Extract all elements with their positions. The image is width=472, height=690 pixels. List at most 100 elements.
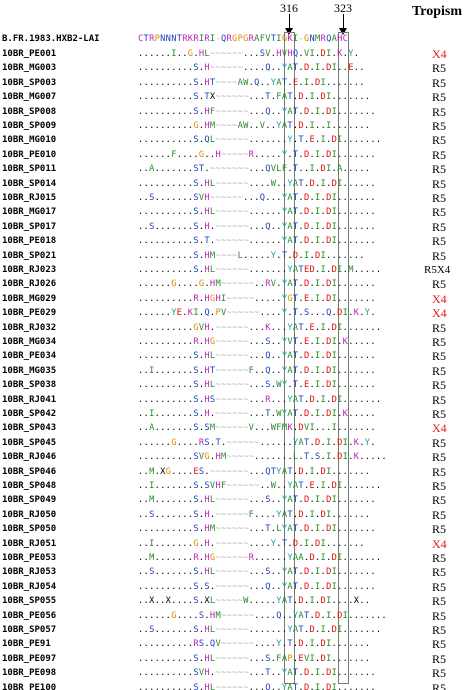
sequence-row: 10BR_RJ053 ..S.......S.HL~~~~~~...S..YAT.… [0,565,472,580]
sequence-row: 10BR_SP008 ..........S.HF~~~~~~...Q..YAT.… [0,105,472,120]
sequence-name: 10BR_RJ026 [2,279,57,290]
tropism-label: R5 [432,90,447,105]
arrow-316-line [289,14,290,31]
sequence-name: 10BR_MG003 [2,63,57,74]
tropism-label: R5 [432,637,447,652]
sequence-alignment: ..A.......ST.~~~~~~~...QVLF.T..I.DI.A...… [138,164,371,175]
sequence-row: 10BR_MG007 ..........S.TX~~~~~~...T.FAT.D… [0,90,472,105]
sequence-alignment: ..........SVG.HM~~~~~.......L.T.S.I.DI.K… [138,452,387,463]
tropism-label: R5 [432,392,447,407]
sequence-alignment: ..S.......S.HL~~~~~~.......YAT.D.I.DI...… [138,625,382,635]
sequence-alignment: ..........SVH.~~~~~~...T..YAT.D.I.DI....… [138,668,376,679]
sequence-name: 10BR_SP011 [2,164,57,175]
sequence-name: 10BR_RJ032 [2,322,57,333]
sequence-row: 10BR_SP014 ..........S.HL~~~~~~....W..YAT… [0,177,472,192]
sequence-name: 10BR_RJ046 [2,452,57,463]
tropism-label: R5 [432,176,447,191]
sequence-row: 10BR_PE001 ......I..G.HL~~~~~~...SV.HVHQ.… [0,47,472,62]
sequence-alignment: ..........S.HL~~~~~~....W..YAT.D.I.DI...… [138,178,376,189]
sequence-row: 10BR_MG017 ..........S.HL~~~~~~......YAT.… [0,205,472,220]
sequence-name: 10BR_RJ015 [2,193,57,203]
tropism-label: R5 [432,248,447,263]
tropism-label: R5 [432,147,447,162]
sequence-alignment: ..I.......S.HT~~~~~~F..Q..YAT.D.I.DI....… [138,365,376,376]
tropism-label: R5 [432,608,447,623]
sequence-alignment: ..I.......S.SVHF~~~~~~..W..YAT.E.I.DI...… [138,481,382,491]
sequence-row: 10BR_PE053 ..M.......R.HG~~~~~~R......YAA… [0,551,472,566]
sequence-alignment: ..S.......S.HL~~~~~~...S..YAT.D.I.DI....… [138,567,376,578]
tropism-label: X4 [432,536,447,551]
sequence-name: 10BR_SP038 [2,380,57,391]
sequence-alignment: ..........S.QL~~~~~~.......Y.T.E.I.DI...… [138,135,382,146]
sequence-alignment: ..........S.HL~~~~~~.......YATED.I.DI.M.… [138,265,382,275]
sequence-alignment: ..........S.HF~~~~~~...Q..YAT.D.I.DI....… [138,106,376,117]
tropism-label: R5 [432,623,447,637]
sequence-alignment: ..........S.HL~~~~~~...Q..YAT.D.I.DI....… [138,351,376,362]
sequence-row: 10BR_PE056 ......G....S.HM~~~~~~....Q..YA… [0,609,472,624]
reference-name: B.FR.1983.HXB2-LAI [2,34,100,44]
sequence-alignment: ......G....G.HM~~~~~~..RV.YAT.D.I.DI....… [138,279,376,290]
sequence-name: 10BR_PE100 [2,682,57,690]
sequence-row: 10BR_RJ026 ......G....G.HM~~~~~~..RV.YAT.… [0,277,472,292]
sequence-name: 10BR_SP049 [2,495,57,506]
sequence-name: 10BR_MG007 [2,92,57,103]
tropism-label: R5 [432,651,447,666]
sequence-row: 10BR_PE034 ..........S.HL~~~~~~...Q..YAT.… [0,349,472,364]
sequence-row: 10BR_SP046 ..M.XG....ES.~~~~~~~...QTYAT.D… [0,465,472,480]
sequence-name: 10BR_SP008 [2,106,57,117]
sequence-name: 10BR_MG010 [2,135,57,146]
sequence-alignment: ......G....S.HM~~~~~~....Q..YAT.D.I.DI..… [138,610,387,621]
sequence-row: 10BR_RJ051 ..I.......G.H.~~~~~~....Y.T.D.… [0,537,472,552]
sequence-alignment: ..........RS.QV~~~~~~....Y.T.D.I.DI.....… [138,639,371,650]
tropism-label: R5 [432,579,447,594]
sequence-row: 10BR_MG029 ..........R.HGHI~~~~~.....YGT.… [0,292,472,307]
sequence-name: 10BR_SP045 [2,437,57,448]
sequence-alignment: ..........R.HG~~~~~~...S..YVT.E.I.DI.K..… [138,337,376,347]
sequence-alignment: ..S.......SVH~~~~~~...Q...YAT.D.I.DI....… [138,193,376,203]
sequence-row: 10BR_PE010 ......F....G..H~~~~~R.....Y.T.… [0,148,472,163]
tropism-label: R5 [432,407,447,421]
tropism-label: R5 [432,104,447,119]
sequence-name: 10BR_MG035 [2,365,57,376]
sequence-name: 10BR_SP021 [2,250,57,261]
tropism-label: X4 [432,47,447,61]
sequence-row: 10BR_PE91 ..........RS.QV~~~~~~....Y.T.D.… [0,637,472,652]
sequence-alignment: ..........S.S.~~~~~~...Q..YAT.D.I.DI....… [138,581,376,592]
sequence-name: 10BR_SP009 [2,121,57,131]
sequence-name: 10BR_PE098 [2,668,57,679]
sequence-name: 10BR_RJ023 [2,265,57,275]
tropism-label: R5 [432,565,447,580]
sequence-row: 10BR_SP017 ..S.......S.H.~~~~~~...Q..YAT.… [0,220,472,235]
sequence-name: 10BR_PE029 [2,308,57,319]
sequence-row: 10BR_SP050 ..........S.HM~~~~~~...T.LYAT.… [0,522,472,537]
sequence-name: 10BR_RJ051 [2,538,57,549]
tropism-label: R5X4 [424,264,451,276]
sequence-name: 10BR_SP017 [2,221,57,232]
sequence-row: 10BR_MG035 ..I.......S.HT~~~~~~F..Q..YAT.… [0,364,472,379]
sequence-name: 10BR_MG034 [2,337,57,347]
sequence-alignment: ..........G.HM~~~~AW..V..YAT.D.I..I.....… [138,121,371,131]
tropism-label: R5 [432,277,447,292]
sequence-alignment: ..........S.HM~~~~~~...T.LYAT.D.I.DI....… [138,524,376,535]
sequence-name: 10BR_RJ054 [2,581,57,592]
sequence-name: 10BR_SP014 [2,178,57,189]
sequence-row: 10BR_SP043 ..A.......S.SM~~~~~~V...WFMK.D… [0,421,472,436]
sequence-alignment: ..........S.HL~~~~~~......YAT.D.I.DI....… [138,207,376,218]
sequence-alignment: ..........GVH.~~~~~~...K...YAT.E.I.DI...… [138,322,382,333]
sequence-row: 10BR_PE097 ..........S.HL~~~~~~...S.FAP.E… [0,652,472,667]
sequence-row: 10BR_RJ050 ..S.......S.H.~~~~~~F....YAT.D… [0,508,472,523]
sequence-name: 10BR_SP050 [2,524,57,535]
sequence-name: 10BR_SP057 [2,625,57,635]
sequence-name: 10BR_SP003 [2,77,57,88]
sequence-alignment: ..........S.H~~~~~~....Q..YAT.D.I.DI..E.… [138,63,365,74]
tropism-label: X4 [432,421,447,436]
sequence-row: 10BR_SP021 ..........S.HM~~~~L.....Y.T.D.… [0,249,472,264]
tropism-label: R5 [432,594,447,609]
tropism-label: R5 [432,493,447,508]
sequence-name: 10BR_SP046 [2,466,57,477]
sequence-alignment: ..........S.HS~~~~~~...R...YAT.D.I.DI...… [138,394,382,405]
tropism-label: R5 [432,363,447,378]
sequence-name: 10BR_SP055 [2,596,57,607]
tropism-label: R5 [432,75,447,90]
arrow-323-line [343,14,344,31]
